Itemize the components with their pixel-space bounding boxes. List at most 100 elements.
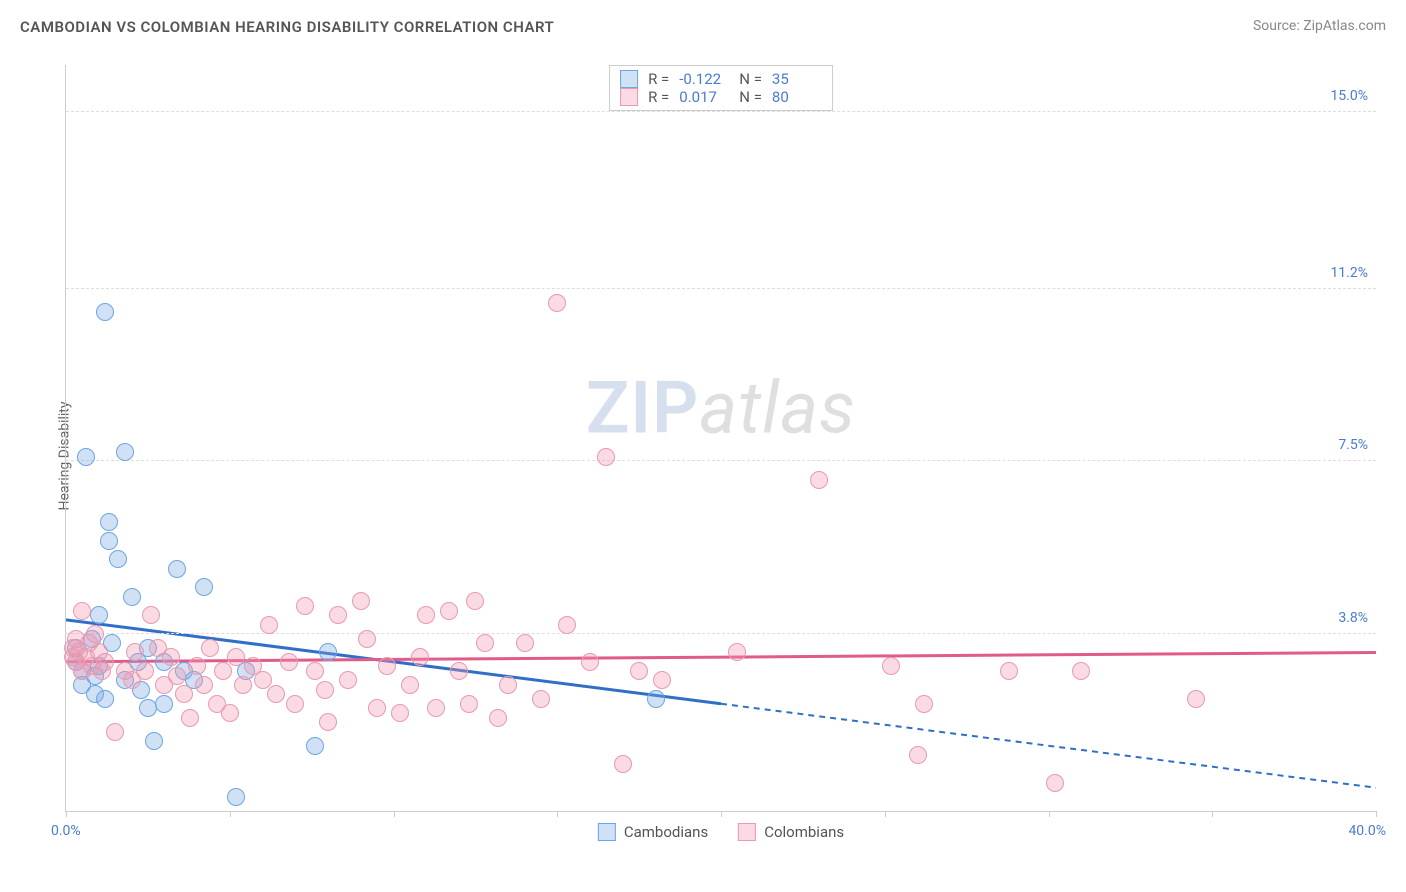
x-tick-mark: [1049, 811, 1050, 817]
data-point: [489, 709, 507, 727]
data-point: [306, 662, 324, 680]
data-point: [516, 634, 534, 652]
r-value-colombians: 0.017: [679, 88, 729, 106]
data-point: [227, 648, 245, 666]
data-point: [440, 602, 458, 620]
data-point: [882, 657, 900, 675]
y-tick-label: 3.8%: [1338, 610, 1368, 626]
r-label: R =: [648, 88, 669, 106]
data-point: [145, 732, 163, 750]
legend-swatch-colombians: [738, 823, 756, 841]
data-point: [221, 704, 239, 722]
data-point: [168, 667, 186, 685]
data-point: [100, 532, 118, 550]
data-point: [316, 681, 334, 699]
n-value-colombians: 80: [772, 88, 822, 106]
n-value-cambodians: 35: [772, 70, 822, 88]
data-point: [1187, 690, 1205, 708]
x-tick-mark: [721, 811, 722, 817]
n-label: N =: [739, 88, 762, 106]
data-point: [476, 634, 494, 652]
stat-row-colombians: R = 0.017 N = 80: [620, 88, 822, 106]
swatch-colombians: [620, 88, 638, 106]
data-point: [450, 662, 468, 680]
data-point: [96, 690, 114, 708]
trend-lines: [66, 65, 1376, 811]
data-point: [77, 448, 95, 466]
legend-label-colombians: Colombians: [764, 823, 844, 841]
data-point: [401, 676, 419, 694]
gridline: [66, 633, 1376, 634]
data-point: [417, 606, 435, 624]
data-point: [162, 648, 180, 666]
data-point: [227, 788, 245, 806]
data-point: [558, 616, 576, 634]
data-point: [201, 639, 219, 657]
x-tick-mark: [66, 811, 67, 817]
data-point: [460, 695, 478, 713]
data-point: [1072, 662, 1090, 680]
watermark: ZIPatlas: [586, 366, 856, 451]
data-point: [339, 671, 357, 689]
stat-row-cambodians: R = -0.122 N = 35: [620, 70, 822, 88]
gridline: [66, 288, 1376, 289]
data-point: [532, 690, 550, 708]
data-point: [614, 755, 632, 773]
gridline: [66, 460, 1376, 461]
data-point: [1046, 774, 1064, 792]
data-point: [548, 294, 566, 312]
data-point: [106, 723, 124, 741]
legend: Cambodians Colombians: [598, 823, 844, 841]
data-point: [499, 676, 517, 694]
data-point: [368, 699, 386, 717]
legend-item-colombians: Colombians: [738, 823, 844, 841]
data-point: [86, 625, 104, 643]
data-point: [188, 657, 206, 675]
data-point: [142, 606, 160, 624]
x-axis-max-label: 40.0%: [1348, 823, 1386, 839]
data-point: [96, 303, 114, 321]
data-point: [175, 685, 193, 703]
data-point: [195, 676, 213, 694]
data-point: [647, 690, 665, 708]
data-point: [653, 671, 671, 689]
x-axis-min-label: 0.0%: [51, 823, 81, 839]
x-tick-mark: [394, 811, 395, 817]
plot-area: ZIPatlas R = -0.122 N = 35 R = 0.017 N =…: [65, 65, 1376, 812]
data-point: [109, 550, 127, 568]
data-point: [260, 616, 278, 634]
data-point: [319, 713, 337, 731]
data-point: [1000, 662, 1018, 680]
data-point: [411, 648, 429, 666]
swatch-cambodians: [620, 70, 638, 88]
data-point: [168, 560, 186, 578]
correlation-stat-box: R = -0.122 N = 35 R = 0.017 N = 80: [609, 65, 833, 111]
data-point: [630, 662, 648, 680]
data-point: [234, 676, 252, 694]
legend-label-cambodians: Cambodians: [624, 823, 708, 841]
data-point: [296, 597, 314, 615]
data-point: [352, 592, 370, 610]
data-point: [155, 695, 173, 713]
y-tick-label: 15.0%: [1330, 88, 1368, 104]
data-point: [391, 704, 409, 722]
data-point: [915, 695, 933, 713]
data-point: [280, 653, 298, 671]
x-tick-mark: [557, 811, 558, 817]
data-point: [73, 602, 91, 620]
data-point: [427, 699, 445, 717]
y-tick-label: 7.5%: [1338, 437, 1368, 453]
chart-title: CAMBODIAN VS COLOMBIAN HEARING DISABILIT…: [20, 18, 554, 36]
data-point: [123, 588, 141, 606]
data-point: [126, 643, 144, 661]
data-point: [181, 709, 199, 727]
data-point: [267, 685, 285, 703]
data-point: [378, 657, 396, 675]
data-point: [139, 699, 157, 717]
data-point: [358, 630, 376, 648]
data-point: [96, 653, 114, 671]
data-point: [286, 695, 304, 713]
x-tick-mark: [1212, 811, 1213, 817]
n-label: N =: [739, 70, 762, 88]
data-point: [90, 606, 108, 624]
